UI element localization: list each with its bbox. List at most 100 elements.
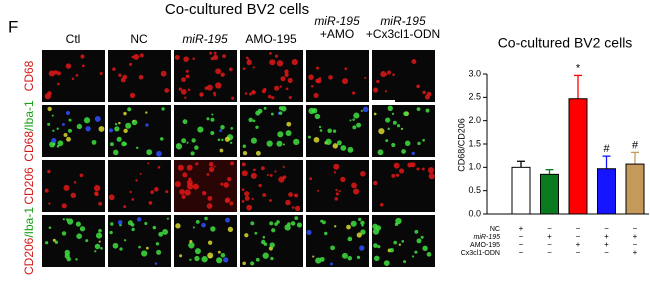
cell [125,122,132,129]
cell [131,227,135,232]
bar [540,173,559,215]
cell [98,126,105,132]
cell [52,238,56,242]
micrograph [306,215,369,267]
cell [123,205,127,209]
cell [385,117,391,123]
cell [227,176,232,182]
cell [145,123,149,127]
cell [384,90,388,93]
treatment-sign: + [547,232,552,241]
column-header: miR-195 [314,14,360,28]
cell [410,162,416,168]
cell [340,176,346,183]
cell [333,163,340,170]
cell [352,118,355,121]
cell [260,166,265,171]
cell [195,162,199,166]
cell [251,197,254,201]
cell [179,189,185,195]
cell [119,247,123,251]
cell [206,173,210,176]
micrograph [42,105,105,157]
cell [425,108,430,113]
cell [182,119,188,125]
cell [175,143,183,150]
cell [284,224,291,231]
cell [65,63,72,69]
column-header: NC [130,32,148,46]
cell [376,79,380,84]
treatment-sign: − [547,240,552,249]
cell [75,74,79,77]
micrograph [108,215,171,267]
cell [206,84,213,91]
cell [146,149,153,156]
cell [333,171,337,174]
cell [117,220,123,225]
cell [274,170,277,173]
cell [145,111,148,114]
cell [144,221,148,226]
treatment-sign: − [604,248,609,257]
treatment-sign: − [576,224,581,233]
treatment-sign: + [576,240,581,249]
cell [161,107,165,111]
cell [109,230,113,235]
cell [75,221,81,227]
cell [155,242,160,246]
cell [403,111,408,117]
cell [68,118,72,122]
cell [285,130,292,137]
cell [277,131,284,138]
cell [210,226,216,232]
cell [250,261,255,266]
cell [183,56,189,62]
cell [114,123,118,126]
cell [187,183,194,190]
cell [421,167,425,171]
cell [393,240,397,245]
cell [338,190,341,193]
cell [162,229,169,235]
cell [403,260,407,264]
cell [129,62,133,66]
cell [255,125,259,129]
cell [139,53,144,58]
cell [262,235,266,239]
cell [270,256,274,261]
cell [179,254,183,258]
cell [401,240,405,243]
cell [387,127,390,131]
cell [290,221,296,226]
cell [98,240,101,243]
treatment-sign: + [519,224,524,233]
cell [241,170,248,177]
cell [51,114,54,117]
cell [192,226,195,229]
cell [81,64,85,68]
cell [220,125,225,130]
cell [100,246,103,250]
cell [274,85,280,91]
cell [244,195,250,201]
cell [113,149,119,156]
cell [129,190,132,194]
cell [375,225,382,231]
cell [136,146,139,150]
bar [597,168,616,215]
cell [249,92,253,96]
cell [93,184,101,192]
cell [209,51,213,55]
micrograph [42,215,105,267]
cell [228,67,233,72]
cell [291,59,298,66]
cell [194,145,199,150]
cell [373,180,378,186]
cell [422,245,428,252]
annotation: # [632,139,639,151]
cell [422,138,425,142]
cell [154,262,158,265]
cell [336,140,342,146]
